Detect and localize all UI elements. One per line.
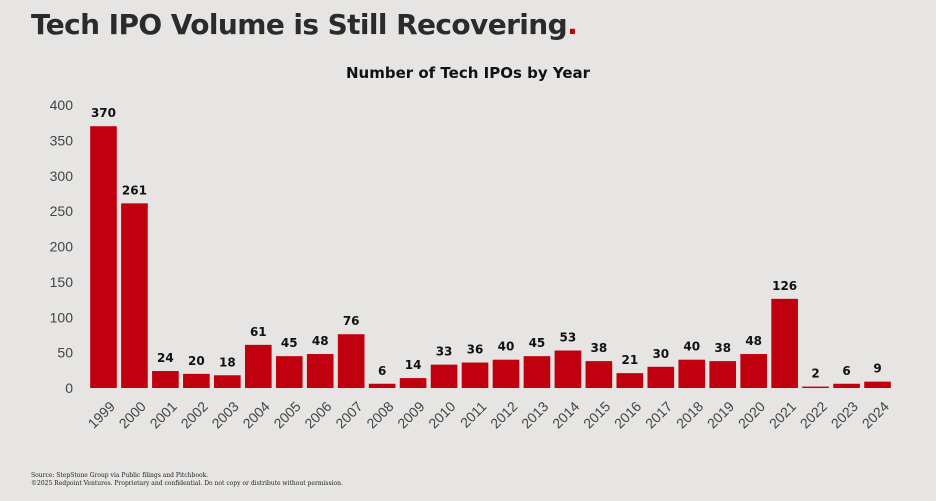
value-label-2018: 40: [683, 340, 700, 354]
x-tick-label-2019: 2019: [704, 398, 737, 431]
value-label-2014: 53: [560, 331, 577, 345]
value-label-2003: 18: [219, 355, 236, 369]
bar-2018: [678, 359, 706, 388]
page-headline: Tech IPO Volume is Still Recovering.: [31, 8, 578, 41]
bar-2016: [616, 373, 644, 388]
value-label-1999: 370: [91, 106, 116, 120]
value-label-2023: 6: [842, 364, 850, 378]
x-tick-label-2011: 2011: [457, 398, 490, 431]
bar-2014: [554, 350, 582, 388]
bar-2022: [802, 386, 829, 388]
bar-2002: [183, 373, 210, 388]
value-label-2002: 20: [188, 354, 205, 368]
x-tick-label-2000: 2000: [116, 398, 149, 431]
bar-1999: [90, 126, 117, 388]
value-label-2005: 45: [281, 336, 298, 350]
y-tick-label: 200: [50, 239, 74, 255]
value-label-2024: 9: [873, 362, 881, 376]
x-tick-label-2015: 2015: [580, 398, 613, 431]
footer-copyright: ©2025 Redpoint Ventures. Proprietary and…: [31, 480, 343, 487]
bar-2004: [244, 344, 272, 388]
x-tick-label-2012: 2012: [487, 398, 520, 431]
footer: Source: StepStone Group via Public filin…: [31, 472, 343, 488]
bar-2017: [647, 366, 675, 388]
x-tick-label-2017: 2017: [642, 398, 675, 431]
bar-2019: [709, 361, 737, 388]
value-label-2001: 24: [157, 351, 174, 365]
x-tick-label-2009: 2009: [394, 398, 427, 431]
x-tick-label-2007: 2007: [332, 398, 365, 431]
x-tick-label-2006: 2006: [301, 398, 334, 431]
bar-chart: 0501001502002503003504003701999261200024…: [50, 97, 893, 432]
x-tick-label-2024: 2024: [859, 398, 892, 431]
value-label-2004: 61: [250, 325, 267, 339]
bar-2009: [399, 378, 427, 388]
bar-2015: [585, 361, 613, 388]
x-tick-label-2021: 2021: [766, 398, 799, 431]
value-label-2012: 40: [498, 340, 515, 354]
x-tick-label-2022: 2022: [797, 398, 830, 431]
value-label-2007: 76: [343, 314, 360, 328]
x-tick-label-2023: 2023: [828, 398, 861, 431]
bar-2013: [523, 356, 551, 388]
bar-2008: [368, 383, 396, 388]
bar-2021: [771, 298, 798, 388]
bar-2007: [337, 334, 365, 388]
y-tick-label: 150: [50, 274, 74, 290]
bar-2012: [492, 359, 520, 388]
x-tick-label-2001: 2001: [147, 398, 180, 431]
x-tick-label-2008: 2008: [363, 398, 396, 431]
bar-2010: [430, 364, 458, 388]
x-tick-label-1999: 1999: [85, 398, 118, 431]
bar-2023: [833, 383, 860, 388]
value-label-2006: 48: [312, 334, 329, 348]
bar-2003: [214, 375, 241, 388]
y-tick-label: 350: [50, 132, 74, 148]
value-label-2000: 261: [122, 183, 147, 197]
y-tick-label: 50: [57, 345, 73, 361]
value-label-2017: 30: [652, 347, 669, 361]
x-tick-label-2020: 2020: [735, 398, 768, 431]
bar-2000: [121, 203, 148, 388]
value-label-2020: 48: [745, 334, 762, 348]
y-tick-label: 250: [50, 203, 74, 219]
value-label-2008: 6: [378, 364, 386, 378]
x-tick-label-2004: 2004: [239, 398, 272, 431]
x-tick-label-2018: 2018: [673, 398, 706, 431]
bar-2024: [864, 381, 891, 388]
x-tick-label-2010: 2010: [425, 398, 458, 431]
value-label-2010: 33: [436, 345, 453, 359]
bar-2005: [275, 356, 303, 388]
bar-2011: [461, 362, 489, 388]
bar-2020: [740, 354, 767, 388]
y-tick-label: 100: [50, 309, 74, 325]
value-label-2011: 36: [467, 343, 484, 357]
value-label-2022: 2: [811, 367, 819, 381]
headline-accent-dot: .: [567, 8, 578, 41]
footer-source: Source: StepStone Group via Public filin…: [31, 472, 209, 479]
y-tick-label: 300: [50, 168, 74, 184]
x-tick-label-2013: 2013: [518, 398, 551, 431]
y-tick-label: 400: [50, 97, 74, 113]
value-label-2016: 21: [621, 353, 638, 367]
value-label-2019: 38: [714, 341, 731, 355]
x-tick-label-2016: 2016: [611, 398, 644, 431]
x-tick-label-2002: 2002: [178, 398, 211, 431]
headline-text: Tech IPO Volume is Still Recovering: [31, 8, 568, 41]
x-tick-label-2014: 2014: [549, 398, 582, 431]
chart-title: Number of Tech IPOs by Year: [345, 64, 591, 82]
bar-2001: [152, 371, 179, 388]
x-tick-label-2005: 2005: [270, 398, 303, 431]
value-label-2013: 45: [529, 336, 546, 350]
y-tick-label: 0: [65, 380, 73, 396]
value-label-2015: 38: [591, 341, 608, 355]
value-label-2009: 14: [405, 358, 422, 372]
bar-2006: [306, 354, 334, 388]
x-tick-label-2003: 2003: [208, 398, 241, 431]
value-label-2021: 126: [772, 279, 797, 293]
